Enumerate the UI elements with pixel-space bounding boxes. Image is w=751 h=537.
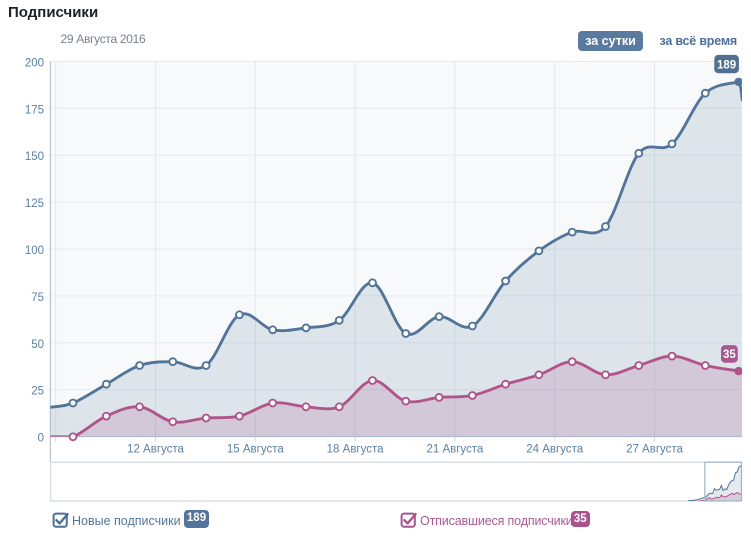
svg-text:175: 175 — [25, 104, 44, 116]
svg-text:150: 150 — [25, 151, 44, 163]
svg-text:18 Августа: 18 Августа — [327, 444, 384, 456]
svg-text:25: 25 — [31, 386, 44, 398]
svg-text:75: 75 — [31, 292, 44, 304]
svg-text:15 Августа: 15 Августа — [227, 444, 284, 456]
svg-text:189: 189 — [717, 59, 736, 71]
svg-text:21 Августа: 21 Августа — [426, 444, 483, 456]
svg-text:50: 50 — [31, 339, 44, 351]
svg-text:12 Августа: 12 Августа — [127, 444, 184, 456]
svg-text:35: 35 — [723, 349, 736, 361]
svg-text:27 Августа: 27 Августа — [626, 444, 683, 456]
svg-text:0: 0 — [38, 433, 44, 445]
svg-text:200: 200 — [25, 57, 44, 69]
svg-text:125: 125 — [25, 198, 44, 210]
svg-text:100: 100 — [25, 245, 44, 257]
svg-text:24 Августа: 24 Августа — [526, 444, 583, 456]
